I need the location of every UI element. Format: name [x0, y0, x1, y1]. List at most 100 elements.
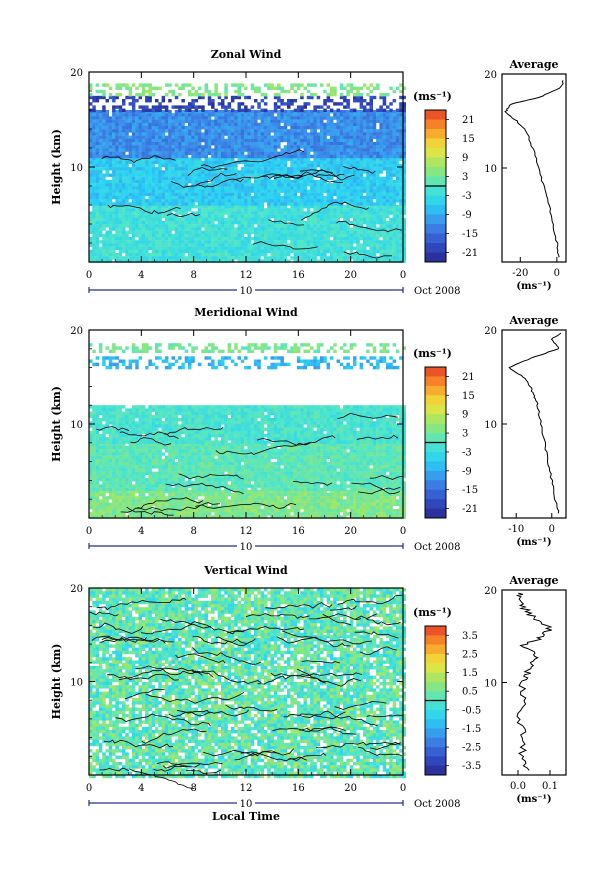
heatmap-cell [356, 163, 360, 168]
heatmap-cell [197, 151, 202, 155]
heatmap-cell [287, 230, 291, 234]
heatmap-cell [201, 170, 205, 174]
heatmap-cell [372, 186, 377, 190]
heatmap-cell [171, 160, 175, 165]
heatmap-cell [320, 148, 324, 152]
heatmap-cell [392, 186, 397, 190]
heatmap-cell [303, 170, 307, 174]
heatmap-cell [257, 195, 261, 200]
heatmap-cell [221, 163, 225, 168]
heatmap-cell [336, 259, 340, 263]
heatmap-cell [359, 217, 364, 222]
heatmap-cell [141, 145, 146, 149]
heatmap-cell [389, 122, 393, 127]
heatmap-cell [102, 489, 106, 494]
heatmap-cell [138, 217, 142, 222]
heatmap-cell [336, 243, 340, 247]
heatmap-cell [254, 142, 258, 146]
heatmap-cell [125, 86, 129, 90]
heatmap-cell [217, 110, 222, 114]
heatmap-cell [237, 102, 241, 106]
heatmap-cell [287, 167, 291, 171]
heatmap-cell [333, 113, 337, 117]
heatmap-cell [227, 170, 232, 174]
heatmap-cell [98, 186, 103, 190]
heatmap-cell [224, 211, 228, 215]
heatmap-cell [122, 233, 126, 238]
heatmap-cell [184, 259, 189, 263]
heatmap-cell [257, 233, 261, 238]
heatmap-cell [379, 176, 383, 181]
heatmap-cell [240, 211, 245, 215]
heatmap-cell [283, 179, 288, 184]
heatmap-cell [240, 217, 245, 222]
heatmap-cell [270, 154, 274, 159]
heatmap-cell [98, 119, 103, 123]
heatmap-cell [382, 95, 387, 100]
heatmap-cell [207, 163, 212, 168]
heatmap-cell [224, 230, 228, 234]
heatmap-cell [333, 256, 337, 260]
heatmap-cell [273, 205, 278, 209]
heatmap-cell [89, 249, 93, 254]
heatmap-cell [392, 192, 397, 197]
heatmap-cell [392, 138, 397, 143]
heatmap-cell [201, 237, 205, 241]
heatmap-cell [254, 129, 258, 133]
heatmap-cell [95, 227, 100, 231]
heatmap-cell [399, 108, 403, 112]
heatmap-cell [290, 138, 294, 143]
heatmap-cell [148, 195, 152, 200]
heatmap-cell [168, 227, 172, 231]
heatmap-cell [346, 99, 350, 103]
heatmap-cell [349, 253, 354, 257]
heatmap-cell [273, 221, 278, 225]
heatmap-cell [386, 167, 390, 171]
heatmap-cell [356, 129, 360, 133]
heatmap-cell [204, 132, 208, 136]
heatmap-cell [201, 189, 205, 193]
heatmap-cell [283, 249, 288, 254]
heatmap-cell [95, 148, 100, 152]
heatmap-cell [227, 240, 232, 244]
heatmap-cell [214, 170, 218, 174]
heatmap-cell [395, 145, 400, 149]
heatmap-cell [115, 129, 119, 133]
heatmap-cell [207, 217, 212, 222]
heatmap-cell [151, 119, 156, 123]
heatmap-cell [164, 259, 169, 263]
heatmap-cell [95, 253, 100, 257]
heatmap-cell [320, 167, 324, 171]
heatmap-cell [336, 224, 340, 228]
heatmap-cell [287, 154, 291, 159]
heatmap-cell [131, 122, 136, 127]
heatmap-cell [122, 173, 126, 177]
heatmap-cell [283, 199, 288, 203]
heatmap-cell [188, 202, 192, 206]
heatmap-cell [171, 227, 175, 231]
heatmap-cell [188, 230, 192, 234]
heatmap-cell [221, 240, 225, 244]
heatmap-cell [237, 183, 241, 187]
heatmap-cell [402, 167, 406, 171]
heatmap-cell [386, 132, 390, 136]
heatmap-cell [402, 253, 406, 257]
heatmap-cell [254, 86, 258, 90]
heatmap-cell [287, 170, 291, 174]
heatmap-cell [346, 256, 350, 260]
heatmap-cell [369, 224, 373, 228]
heatmap-cell [191, 186, 195, 190]
heatmap-cell [402, 246, 406, 250]
heatmap-cell [197, 167, 202, 171]
heatmap-cell [339, 110, 344, 114]
heatmap-cell [280, 154, 284, 159]
heatmap-cell [168, 126, 172, 130]
heatmap-cell [250, 249, 255, 254]
heatmap-cell [395, 179, 400, 184]
heatmap-cell [89, 132, 93, 136]
heatmap-cell [310, 138, 314, 143]
heatmap-cell [353, 142, 357, 146]
heatmap-cell [260, 249, 265, 254]
heatmap-cell [98, 224, 103, 228]
heatmap-cell [227, 195, 232, 200]
